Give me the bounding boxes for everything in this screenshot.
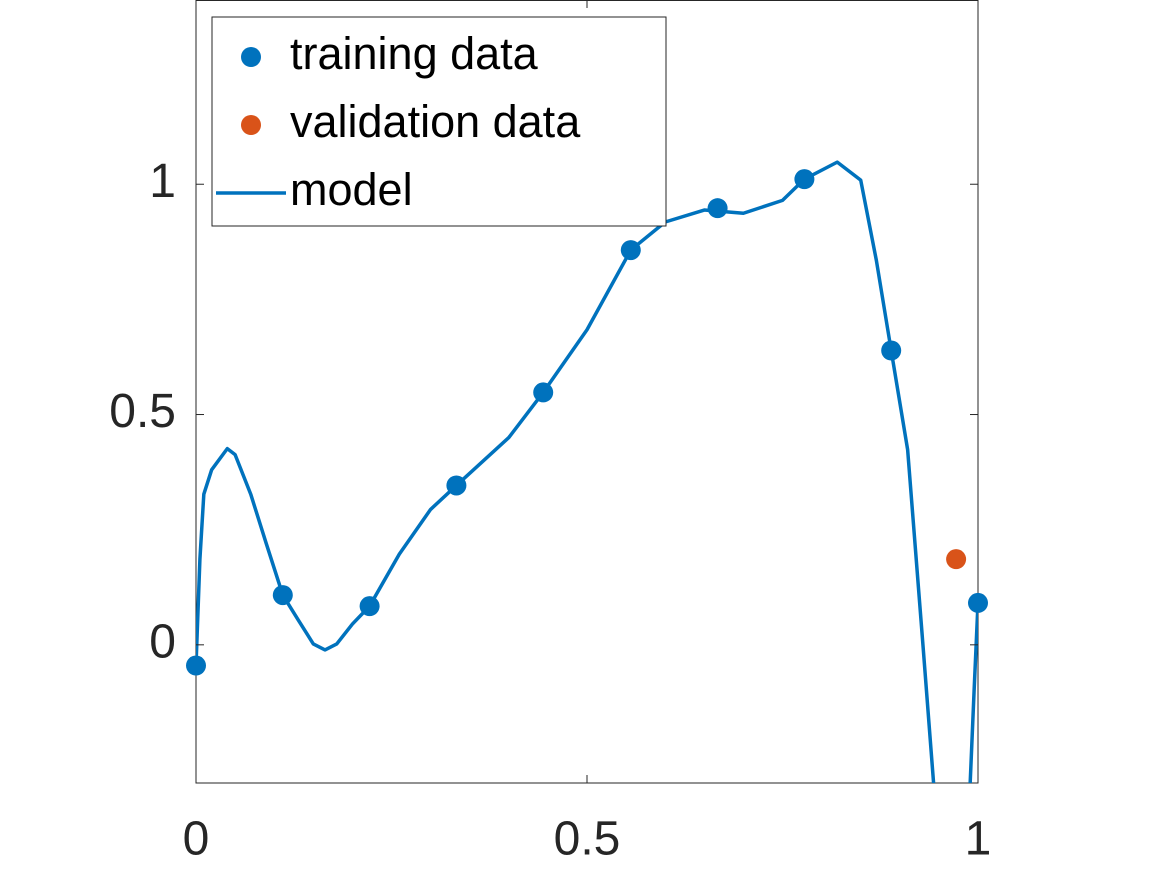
legend-label: validation data [290,96,581,147]
legend: training data validation data model [211,16,667,227]
legend-swatch [241,47,261,67]
y-tick-label: 0 [149,615,176,668]
data-point [359,596,380,617]
data-point [946,549,967,570]
data-point [794,169,815,190]
legend-swatch [241,115,261,135]
data-point [968,592,988,613]
legend-box [211,16,667,227]
legend-label: training data [290,28,539,79]
x-tick-label: 0 [183,813,210,866]
data-point [533,382,554,403]
data-point [881,340,902,361]
data-point [446,475,467,496]
data-point [272,585,293,606]
legend-label: model [290,164,413,215]
y-tick-label: 0.5 [109,385,176,438]
data-point [620,240,641,261]
data-point [186,655,206,676]
x-tick-label: 1 [965,813,992,866]
y-tick-label: 1 [149,155,176,208]
x-tick-label: 0.5 [554,813,621,866]
data-point [707,198,728,219]
